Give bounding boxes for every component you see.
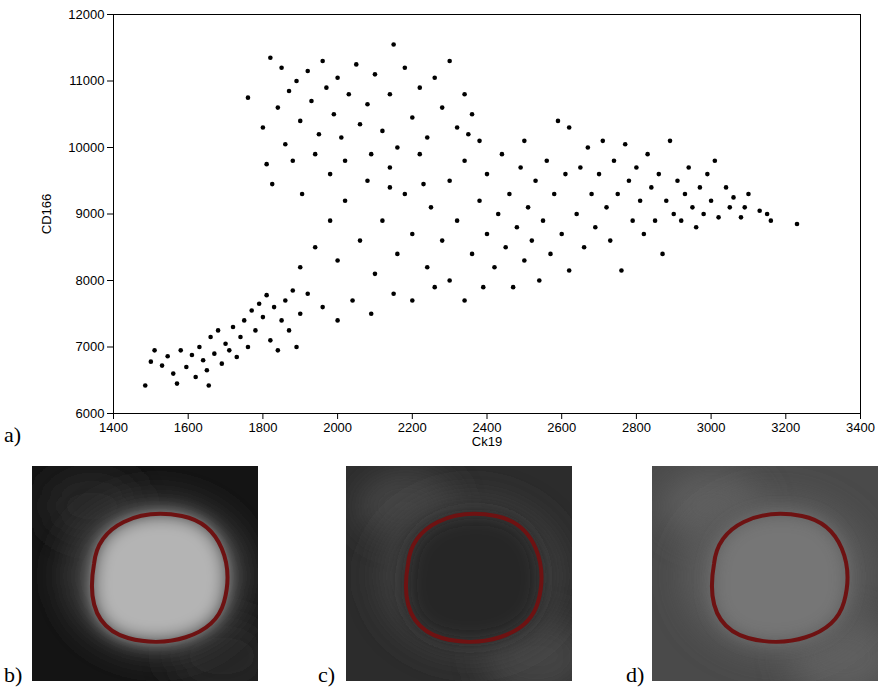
svg-text:Ck19: Ck19 [472,434,502,449]
svg-text:3200: 3200 [771,420,800,435]
svg-text:6000: 6000 [76,406,105,421]
html-text:d): d) [626,662,645,687]
html-text:c): c) [318,662,336,687]
svg-text:7000: 7000 [76,339,105,354]
svg-text:2400: 2400 [473,420,502,435]
svg-text:1600: 1600 [174,420,203,435]
svg-text:2200: 2200 [398,420,427,435]
svg-text:2800: 2800 [622,420,651,435]
html-text:a): a) [4,422,22,447]
svg-text:10000: 10000 [68,140,104,155]
svg-text:9000: 9000 [76,206,105,221]
svg-text:8000: 8000 [76,273,105,288]
svg-text:1800: 1800 [248,420,277,435]
svg-text:12000: 12000 [68,7,104,22]
svg-text:3400: 3400 [846,420,875,435]
html-text:b): b) [4,662,23,687]
svg-text:3000: 3000 [697,420,726,435]
svg-text:2000: 2000 [323,420,352,435]
svg-text:1400: 1400 [99,420,128,435]
svg-text:2600: 2600 [547,420,576,435]
svg-text:11000: 11000 [69,73,104,88]
svg-text:CD166: CD166 [39,194,54,234]
